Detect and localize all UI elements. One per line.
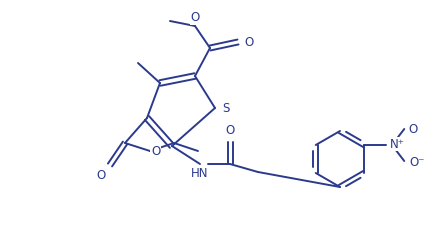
Text: S: S	[222, 102, 229, 115]
Text: N⁺: N⁺	[390, 137, 405, 150]
Text: O: O	[244, 36, 253, 49]
Text: O: O	[408, 123, 418, 135]
Text: O: O	[151, 144, 160, 158]
Text: O⁻: O⁻	[409, 157, 425, 170]
Text: HN: HN	[191, 167, 209, 180]
Text: O: O	[97, 169, 106, 182]
Text: O: O	[225, 124, 235, 137]
Text: O: O	[191, 11, 200, 24]
